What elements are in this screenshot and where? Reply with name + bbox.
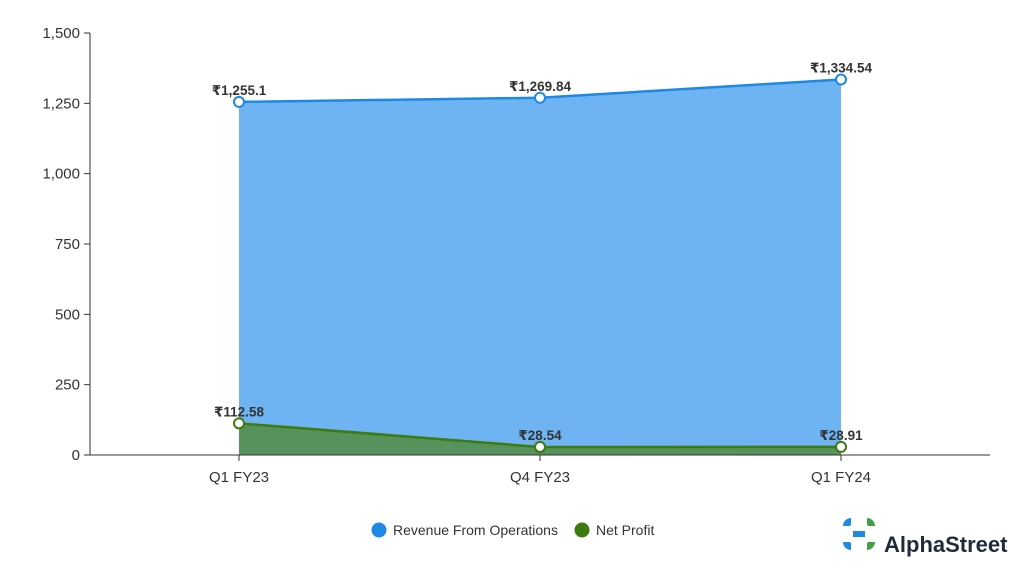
data-point-marker bbox=[835, 440, 847, 453]
data-label: ₹1,269.84 bbox=[509, 79, 571, 94]
y-tick-label: 1,500 bbox=[42, 25, 80, 42]
data-label: ₹1,334.54 bbox=[810, 61, 872, 76]
alphastreet-logo-icon bbox=[843, 518, 875, 550]
data-point-marker bbox=[534, 91, 546, 104]
y-tick-label: 500 bbox=[55, 306, 80, 323]
area-fill-series-0 bbox=[239, 79, 841, 456]
y-tick-label: 0 bbox=[72, 447, 80, 464]
y-tick-label: 750 bbox=[55, 236, 80, 253]
x-tick-label: Q1 FY24 bbox=[811, 469, 871, 486]
data-label: ₹112.58 bbox=[214, 404, 264, 419]
y-tick-label: 1,000 bbox=[42, 166, 80, 183]
data-labels: ₹1,255.1 ₹1,269.84 ₹1,334.54 ₹112.58 ₹28.54 ₹… bbox=[212, 61, 872, 453]
data-point-marker bbox=[835, 73, 847, 86]
brand-logo: AlphaStreet bbox=[843, 518, 1008, 557]
data-label: ₹28.54 bbox=[518, 428, 562, 443]
data-label: ₹28.91 bbox=[819, 428, 863, 443]
data-point-marker bbox=[233, 417, 245, 430]
data-label: ₹1,255.1 bbox=[212, 83, 267, 98]
axes: 0 250 500 750 1,000 1,250 1,500 Q1 FY23 Q4 FY23 Q… bbox=[42, 25, 990, 486]
data-point-marker bbox=[534, 440, 546, 453]
legend: Revenue From Operations Net Profit bbox=[371, 522, 654, 538]
x-tick-label: Q4 FY23 bbox=[510, 469, 570, 486]
data-point-marker bbox=[233, 95, 245, 108]
y-tick-label: 1,250 bbox=[42, 95, 80, 112]
legend-marker bbox=[574, 522, 590, 538]
brand-name: AlphaStreet bbox=[884, 532, 1008, 557]
legend-label: Net Profit bbox=[596, 522, 654, 538]
x-tick-label: Q1 FY23 bbox=[209, 469, 269, 486]
legend-label: Revenue From Operations bbox=[393, 522, 558, 538]
plot-area bbox=[238, 78, 842, 456]
legend-marker bbox=[371, 522, 387, 538]
y-tick-label: 250 bbox=[55, 377, 80, 394]
